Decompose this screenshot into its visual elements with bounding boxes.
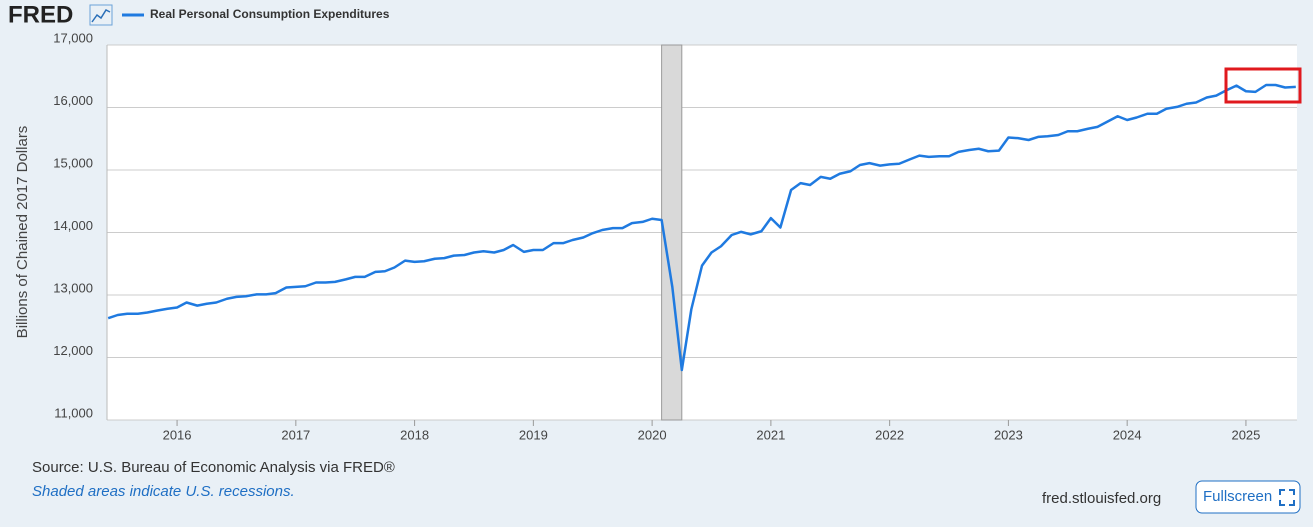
y-tick-label: 11,000 bbox=[54, 405, 93, 420]
note: Shaded areas indicate U.S. recessions. bbox=[32, 483, 295, 500]
x-tick-label: 2023 bbox=[994, 427, 1023, 442]
x-tick-label: 2025 bbox=[1231, 427, 1260, 442]
fullscreen-button[interactable]: Fullscreen bbox=[1195, 480, 1301, 514]
legend-label: Real Personal Consumption Expenditures bbox=[150, 7, 390, 21]
data-line bbox=[107, 83, 1296, 372]
y-axis-label: Billions of Chained 2017 Dollars bbox=[14, 126, 31, 339]
x-tick-label: 2018 bbox=[400, 427, 429, 442]
fullscreen-label[interactable]: Fullscreen bbox=[1203, 488, 1272, 505]
highlight-box bbox=[1224, 67, 1302, 104]
x-tick-label: 2017 bbox=[281, 427, 310, 442]
logo-icon bbox=[89, 4, 113, 26]
x-tick-label: 2021 bbox=[756, 427, 785, 442]
x-tick-label: 2019 bbox=[519, 427, 548, 442]
site-link[interactable]: fred.stlouisfed.org bbox=[1042, 490, 1161, 507]
x-tick-label: 2022 bbox=[875, 427, 904, 442]
x-tick-label: 2020 bbox=[638, 427, 667, 442]
source: Source: U.S. Bureau of Economic Analysis… bbox=[32, 459, 395, 476]
y-tick-label: 12,000 bbox=[53, 343, 93, 358]
y-tick-label: 17,000 bbox=[53, 30, 93, 45]
y-tick-label: 13,000 bbox=[53, 280, 93, 295]
logo: FRED bbox=[8, 1, 73, 28]
y-tick-label: 16,000 bbox=[53, 93, 93, 108]
x-tick-label: 2024 bbox=[1113, 427, 1142, 442]
y-tick-label: 14,000 bbox=[53, 218, 93, 233]
x-tick-label: 2016 bbox=[163, 427, 192, 442]
y-tick-label: 15,000 bbox=[53, 155, 93, 170]
